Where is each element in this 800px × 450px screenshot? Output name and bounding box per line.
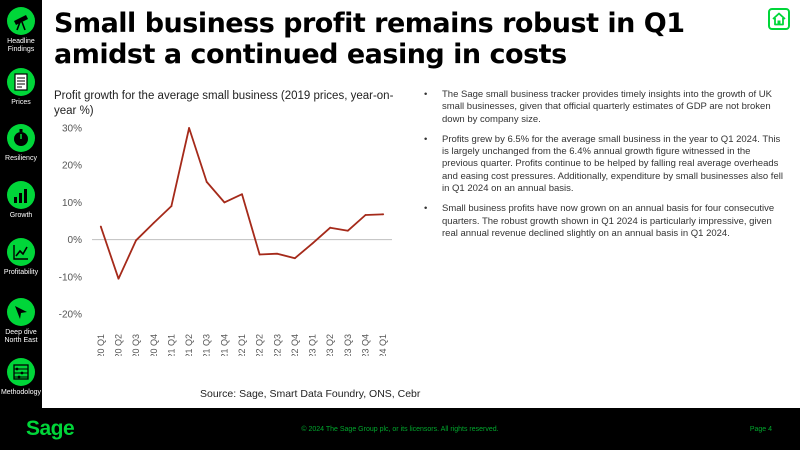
chart-source: Source: Sage, Smart Data Foundry, ONS, C… <box>200 388 421 400</box>
nav-label: Headline Findings <box>7 38 35 53</box>
data-point <box>99 225 102 228</box>
y-tick-label: -10% <box>59 272 82 283</box>
y-tick-label: 0% <box>68 235 83 246</box>
finding-item: The Sage small business tracker provides… <box>424 89 784 126</box>
nav-item-prices[interactable]: Prices <box>0 67 42 107</box>
nav-item-methodology[interactable]: Methodology <box>0 357 42 397</box>
nav-label: Growth <box>9 212 33 219</box>
x-tick-label: 2021 Q2 <box>184 334 194 356</box>
nav-label: Methodology <box>0 389 42 396</box>
price-list-icon <box>7 68 35 96</box>
x-tick-label: 2022 Q2 <box>255 334 265 356</box>
findings-list: The Sage small business tracker provides… <box>424 89 784 248</box>
data-point <box>364 214 367 216</box>
y-tick-label: 20% <box>62 161 82 172</box>
nav-item-deep-dive-north-east[interactable]: Deep dive North East <box>0 297 42 345</box>
stopwatch-icon <box>7 124 35 152</box>
x-tick-label: 2022 Q4 <box>290 334 300 356</box>
x-tick-label: 2023 Q1 <box>308 334 318 356</box>
telescope-icon <box>7 7 35 35</box>
y-tick-label: 10% <box>62 198 82 209</box>
data-point <box>223 201 226 204</box>
abacus-icon <box>7 358 35 386</box>
nav-item-headline-findings[interactable]: Headline Findings <box>0 6 42 54</box>
compass-pin-icon <box>7 298 35 326</box>
page-number: Page 4 <box>749 426 772 433</box>
data-point <box>170 205 173 208</box>
line-chart-icon <box>7 238 35 266</box>
x-tick-label: 2020 Q2 <box>113 334 123 356</box>
data-point <box>258 253 261 256</box>
finding-item: Small business profits have now grown on… <box>424 203 784 240</box>
x-tick-label: 2023 Q4 <box>361 334 371 356</box>
x-tick-label: 2024 Q1 <box>378 334 388 356</box>
x-tick-label: 2022 Q1 <box>237 334 247 356</box>
y-tick-label: -20% <box>59 310 82 321</box>
x-tick-label: 2021 Q3 <box>202 334 212 356</box>
series-line <box>99 127 384 280</box>
bar-chart-icon <box>7 181 35 209</box>
y-tick-label: 30% <box>62 124 82 135</box>
data-point <box>205 181 208 183</box>
nav-label: Profitability <box>3 269 39 276</box>
nav-label: Prices <box>11 99 31 106</box>
series-profit-growth <box>99 127 385 280</box>
x-tick-label: 2021 Q1 <box>166 334 176 356</box>
profit-growth-chart: -20%-10%0%10%20%30% 2020 Q1 2020 Q2 2020 Q… <box>59 124 392 356</box>
x-tick-label: 2020 Q3 <box>131 334 141 356</box>
nav-item-profitability[interactable]: Profitability <box>0 237 42 277</box>
data-point <box>152 221 155 224</box>
data-point <box>311 242 314 245</box>
data-point <box>241 193 243 196</box>
x-tick-label: 2022 Q3 <box>272 334 282 356</box>
data-point <box>188 127 190 129</box>
data-point <box>117 277 120 280</box>
x-tick-label: 2021 Q4 <box>219 334 229 356</box>
sidebar-nav: Headline Findings Prices Resiliency Grow… <box>0 0 42 408</box>
sage-logo: Sage <box>26 417 75 440</box>
data-point <box>276 252 279 255</box>
x-tick-label: 2023 Q3 <box>343 334 353 356</box>
data-point <box>135 239 138 242</box>
data-point <box>329 226 332 229</box>
nav-label: Resiliency <box>5 155 37 162</box>
nav-item-growth[interactable]: Growth <box>0 180 42 220</box>
data-point <box>346 229 349 232</box>
data-point <box>382 213 385 216</box>
x-tick-label: 2020 Q4 <box>149 334 159 356</box>
footer: Sage © 2024 The Sage Group plc, or its l… <box>0 408 800 450</box>
nav-label: Deep dive North East <box>4 329 38 344</box>
home-button[interactable] <box>768 8 790 30</box>
nav-item-resiliency[interactable]: Resiliency <box>0 123 42 163</box>
x-tick-label: 2020 Q1 <box>96 334 106 356</box>
y-axis: -20% -10% 0% 10% 20% 30% <box>59 124 392 321</box>
finding-item: Profits grew by 6.5% for the average sma… <box>424 134 784 195</box>
page-title: Small business profit remains robust in … <box>54 8 685 70</box>
x-tick-label: 2023 Q2 <box>325 334 335 356</box>
chart-title: Profit growth for the average small busi… <box>54 90 394 117</box>
home-icon <box>772 12 786 26</box>
data-point <box>294 257 296 260</box>
x-axis: 2020 Q1 2020 Q2 2020 Q3 2020 Q4 2021 Q1 2021 … <box>96 334 388 356</box>
copyright-text: © 2024 The Sage Group plc, or its licens… <box>301 426 499 433</box>
